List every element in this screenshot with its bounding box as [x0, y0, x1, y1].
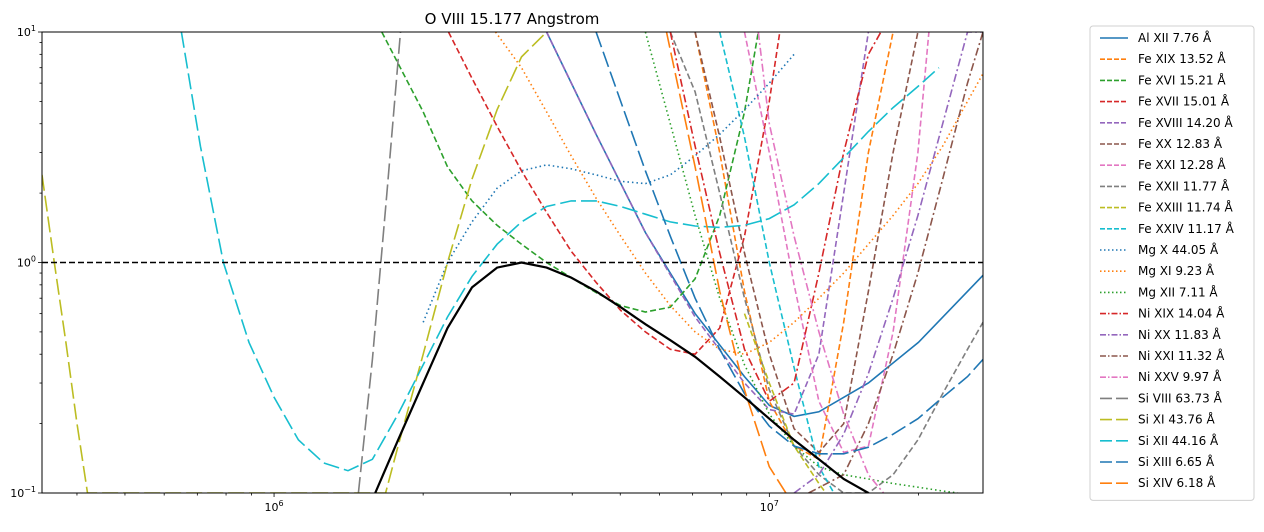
legend-entry-label: Fe XVI 15.21 Å: [1138, 72, 1226, 87]
axes-layer: 106 107 10−1 100 101: [10, 24, 984, 514]
legend-entry-label: Si VIII 63.73 Å: [1138, 390, 1223, 405]
y-tick-label: 100: [17, 255, 36, 270]
legend-entry-label: Si XIV 6.18 Å: [1138, 475, 1216, 490]
series-line: [180, 32, 940, 472]
series-line: [357, 32, 402, 493]
legend: Al XII 7.76 Å Fe XIX 13.52 Å Fe XVI 15.21 …: [1089, 25, 1255, 501]
series-line: [665, 32, 787, 493]
x-tick-label: 106: [265, 499, 284, 514]
legend-entry-label: Fe XXI 12.28 Å: [1138, 157, 1226, 172]
series-line: [42, 32, 548, 493]
legend-entry-label: Fe XVII 15.01 Å: [1138, 94, 1230, 109]
chart-title: O VIII 15.177 Angstrom: [425, 10, 600, 28]
series-line: [694, 32, 894, 461]
series-line: [694, 32, 919, 454]
legend-entry-label: Fe XXII 11.77 Å: [1138, 178, 1230, 193]
series-layer: [42, 32, 983, 493]
legend-entry-label: Fe XIX 13.52 Å: [1138, 51, 1226, 66]
series-line: [381, 32, 760, 313]
legend-entry-label: Ni XXV 9.97 Å: [1138, 369, 1222, 384]
series-line: [545, 32, 983, 418]
legend-entry-label: Fe XVIII 14.20 Å: [1138, 115, 1233, 130]
y-tick-label: 101: [17, 24, 36, 39]
series-line: [808, 32, 983, 493]
legend-entry-label: Si XII 44.16 Å: [1138, 433, 1219, 448]
envelope-line: [374, 261, 869, 493]
series-line: [447, 32, 781, 356]
series-line: [757, 32, 885, 493]
legend-entry-label: Mg XII 7.11 Å: [1138, 284, 1218, 299]
legend-entry-label: Fe XX 12.83 Å: [1138, 136, 1223, 151]
series-line: [494, 32, 983, 356]
legend-entry-label: Mg XI 9.23 Å: [1138, 263, 1215, 278]
series-line: [743, 313, 827, 493]
series-line: [669, 32, 882, 403]
legend-entry-label: Ni XXI 11.32 Å: [1138, 348, 1225, 363]
legend-entry-label: Ni XX 11.83 Å: [1138, 327, 1222, 342]
legend-entry-label: Al XII 7.76 Å: [1138, 30, 1212, 45]
series-line: [793, 32, 983, 493]
legend-entry-label: Si XI 43.76 Å: [1138, 412, 1216, 427]
legend-entry-label: Ni XIX 14.04 Å: [1138, 306, 1225, 321]
legend-entry-label: Mg X 44.05 Å: [1138, 242, 1219, 257]
legend-entry-label: Si XIII 6.65 Å: [1138, 454, 1215, 469]
x-tick-label: 107: [760, 499, 779, 514]
series-line: [644, 32, 958, 493]
legend-box: [1089, 25, 1255, 501]
legend-entry-label: Fe XXIII 11.74 Å: [1138, 200, 1233, 215]
y-tick-label: 10−1: [10, 485, 36, 500]
legend-entry-label: Fe XXIV 11.17 Å: [1138, 221, 1235, 236]
series-line: [595, 32, 983, 455]
series-line: [743, 32, 930, 454]
